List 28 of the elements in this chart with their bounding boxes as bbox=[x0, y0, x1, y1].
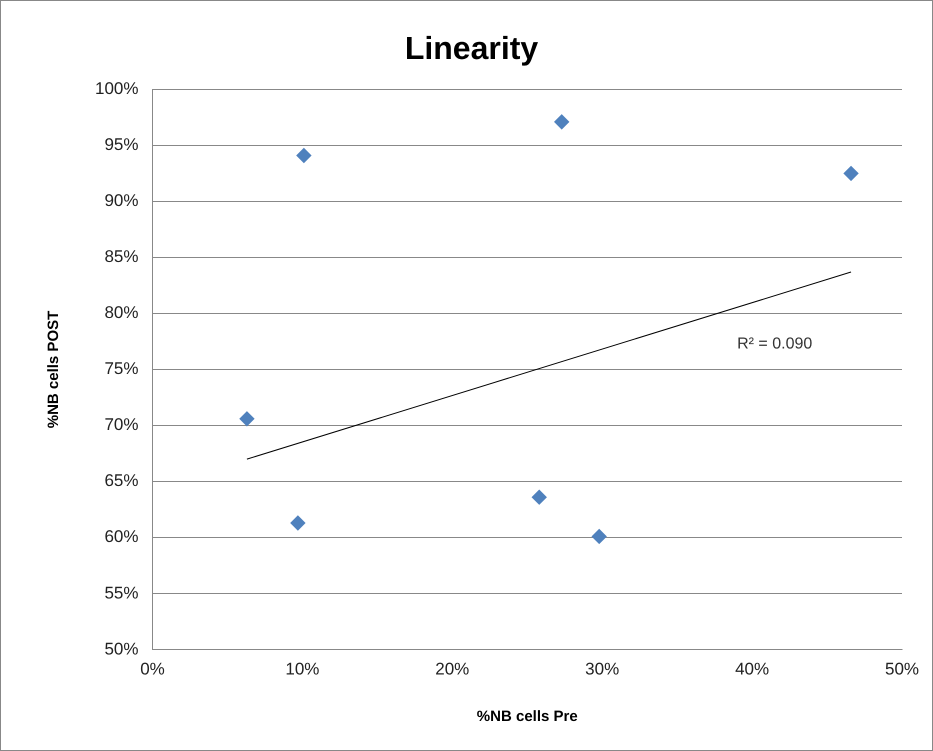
point bbox=[592, 528, 607, 544]
y-tick-label: 55% bbox=[104, 583, 138, 602]
point bbox=[290, 515, 306, 530]
y-tick-label: 90% bbox=[104, 191, 138, 210]
annotation: R² = 0.090 bbox=[737, 336, 812, 353]
y-tick-label: 75% bbox=[104, 359, 138, 378]
y-tick-label: 70% bbox=[104, 415, 138, 434]
x-axis-title: %NB cells Pre bbox=[476, 708, 578, 726]
x-tick-label: 50% bbox=[884, 659, 920, 678]
x-tick-label: 30% bbox=[585, 659, 620, 678]
y-tick-label: 80% bbox=[104, 303, 138, 322]
y-tick-label: 85% bbox=[104, 247, 138, 266]
y-tick-label: 60% bbox=[104, 527, 138, 546]
x-tick-label: 20% bbox=[435, 659, 470, 678]
point bbox=[554, 114, 570, 130]
x-tick-label: 0% bbox=[140, 659, 165, 678]
y-axis-title: %NB cells POST bbox=[45, 310, 62, 428]
point bbox=[532, 490, 547, 505]
point bbox=[239, 411, 254, 426]
x-tick-label: 40% bbox=[735, 659, 770, 678]
y-tick-label: 95% bbox=[104, 135, 138, 154]
point bbox=[296, 148, 312, 164]
chart-title: Linearity bbox=[404, 30, 538, 66]
x-tick-label: 10% bbox=[285, 659, 320, 678]
y-tick-label: 65% bbox=[104, 471, 138, 490]
y-tick-label: 100% bbox=[94, 79, 138, 98]
point bbox=[844, 166, 859, 181]
y-tick-label: 50% bbox=[104, 639, 138, 658]
